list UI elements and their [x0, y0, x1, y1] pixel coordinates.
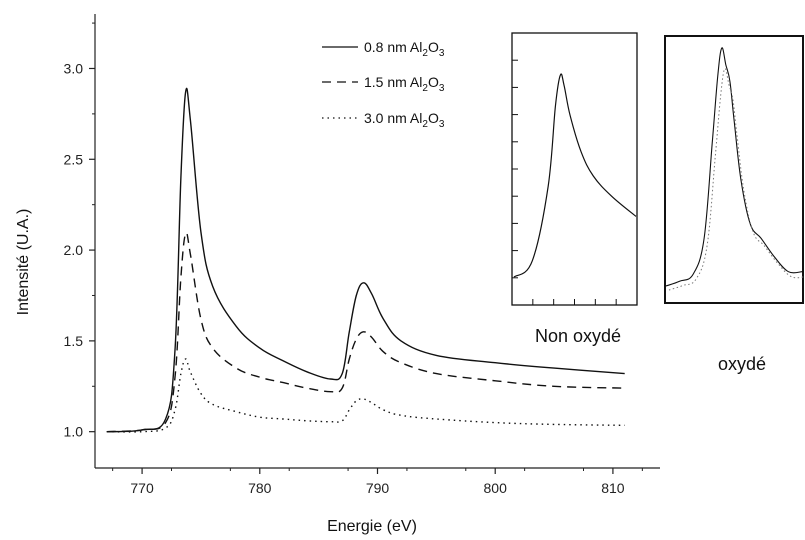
series-lines	[106, 87, 625, 433]
inset-2-caption: oxydé	[718, 354, 766, 374]
axis-tick-labels: 770 780 790 800 810 1.0 1.5 2.0 2.5 3.0	[64, 60, 625, 496]
y-tick-label: 1.0	[64, 424, 84, 440]
axis-ticks	[89, 22, 643, 474]
y-axis-label: Intensité (U.A.)	[15, 209, 32, 316]
inset-1-caption: Non oxydé	[535, 326, 621, 346]
x-axis-label: Energie (eV)	[327, 518, 417, 535]
y-tick-label: 2.5	[64, 151, 84, 167]
inset-2-curve	[665, 47, 803, 287]
inset-1-ticks	[512, 59, 617, 305]
inset-non-oxyde: Non oxydé	[511, 32, 638, 346]
series-line-2	[106, 358, 625, 433]
legend-label-1: 1.5 nm Al2O3	[364, 74, 445, 94]
series-line-1	[106, 232, 625, 433]
legend-label-0: 0.8 nm Al2O3	[364, 39, 445, 59]
x-tick-label: 810	[601, 480, 625, 496]
legend-label-2: 3.0 nm Al2O3	[364, 110, 445, 130]
x-tick-label: 800	[484, 480, 508, 496]
series-line-0	[106, 87, 625, 433]
inset-2-curve-secondary	[668, 68, 805, 291]
x-tick-label: 770	[130, 480, 154, 496]
y-tick-label: 3.0	[64, 60, 84, 76]
inset-1-curve	[513, 73, 637, 278]
y-tick-label: 1.5	[64, 333, 84, 349]
y-tick-label: 2.0	[64, 242, 84, 258]
x-tick-label: 790	[366, 480, 390, 496]
legend: 0.8 nm Al2O3 1.5 nm Al2O3 3.0 nm Al2O3	[322, 39, 445, 130]
inset-frame-2	[664, 35, 804, 304]
inset-oxyde: oxydé	[664, 35, 805, 374]
x-tick-label: 780	[248, 480, 272, 496]
